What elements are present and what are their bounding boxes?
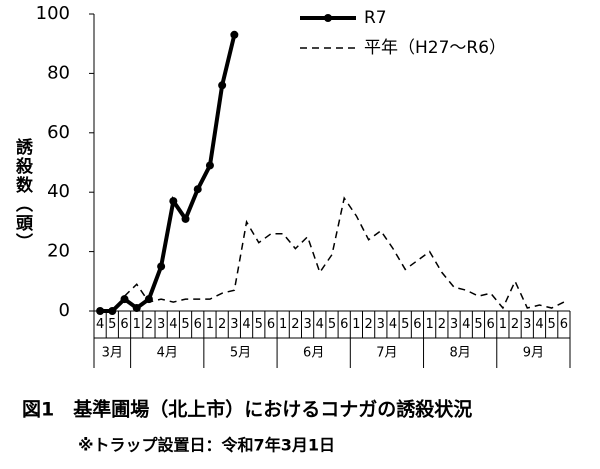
x-tick-label: 3 — [523, 317, 531, 332]
month-label: 7月 — [376, 346, 397, 361]
x-tick-label: 5 — [181, 317, 189, 332]
x-tick-label: 5 — [255, 317, 263, 332]
note: ※トラップ設置日：令和7年3月1日 — [78, 436, 335, 455]
x-tick-label: 2 — [218, 317, 226, 332]
x-tick-label: 4 — [462, 317, 470, 332]
x-tick-label: 6 — [340, 317, 348, 332]
legend-label: 平年（H27～R6） — [364, 38, 506, 58]
point — [132, 304, 141, 313]
x-tick-label: 4 — [389, 317, 397, 332]
x-tick-label: 3 — [230, 317, 238, 332]
point — [157, 262, 166, 271]
legend-label: R7 — [364, 8, 387, 28]
x-tick-label: 2 — [438, 317, 446, 332]
month-label: 4月 — [157, 346, 178, 361]
y-tick-label: 40 — [47, 181, 70, 202]
point — [193, 185, 202, 194]
y-tick-label: 0 — [59, 300, 70, 321]
x-tick-label: 5 — [474, 317, 482, 332]
point — [108, 307, 117, 315]
month-label: 3月 — [102, 346, 123, 361]
month-label: 5月 — [230, 346, 251, 361]
x-tick-label: 6 — [120, 317, 128, 332]
x-tick-label: 6 — [560, 317, 568, 332]
y-tick-label: 100 — [36, 3, 70, 24]
y-tick-label: 80 — [47, 62, 70, 83]
x-tick-label: 1 — [206, 317, 214, 332]
series-line — [123, 196, 565, 310]
x-tick-label: 6 — [413, 317, 421, 332]
x-tick-label: 4 — [169, 317, 177, 332]
x-tick-label: 3 — [303, 317, 311, 332]
x-tick-label: 5 — [548, 317, 556, 332]
x-tick-label: 1 — [279, 317, 287, 332]
x-tick-label: 6 — [487, 317, 495, 332]
point — [169, 197, 178, 206]
x-tick-label: 5 — [328, 317, 336, 332]
x-tick-label: 2 — [364, 317, 372, 332]
point — [230, 30, 239, 39]
point — [218, 81, 227, 90]
month-label: 9月 — [523, 346, 544, 361]
x-tick-label: 1 — [133, 317, 141, 332]
x-tick-label: 2 — [145, 317, 153, 332]
x-tick-label: 6 — [267, 317, 275, 332]
x-tick-label: 4 — [242, 317, 250, 332]
x-tick-label: 1 — [426, 317, 434, 332]
x-tick-label: 2 — [291, 317, 299, 332]
legend-marker — [324, 14, 332, 22]
point — [96, 307, 105, 315]
x-tick-label: 6 — [194, 317, 202, 332]
figure-caption: 図1 基準圃場（北上市）におけるコナガの誘殺状況 — [22, 398, 472, 421]
point — [205, 161, 214, 170]
month-label: 8月 — [450, 346, 471, 361]
series-line — [100, 34, 237, 313]
x-tick-label: 1 — [499, 317, 507, 332]
month-label: 6月 — [303, 346, 324, 361]
x-tick-label: 4 — [316, 317, 324, 332]
x-tick-label: 1 — [352, 317, 360, 332]
x-tick-label: 5 — [108, 317, 116, 332]
x-tick-label: 4 — [535, 317, 543, 332]
y-axis-label: 誘殺数（頭） — [12, 137, 34, 252]
x-tick-label: 5 — [401, 317, 409, 332]
point — [181, 214, 190, 223]
x-tick-label: 2 — [511, 317, 519, 332]
x-tick-label: 3 — [157, 317, 165, 332]
x-tick-label: 3 — [450, 317, 458, 332]
y-tick-label: 60 — [47, 122, 70, 143]
x-tick-label: 4 — [96, 317, 104, 332]
y-tick-label: 20 — [47, 241, 70, 262]
point — [120, 295, 129, 304]
x-tick-label: 3 — [377, 317, 385, 332]
